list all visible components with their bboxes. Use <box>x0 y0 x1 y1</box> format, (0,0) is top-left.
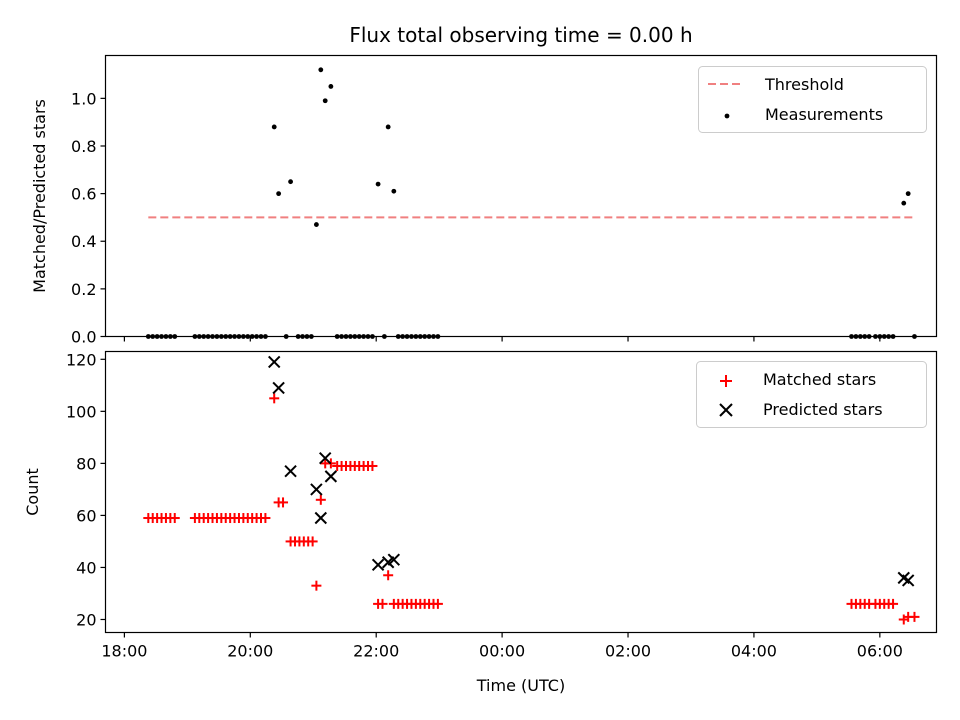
x-tick-label: 02:00 <box>605 642 651 661</box>
matched-star-point <box>383 570 394 581</box>
x-tick-label: 22:00 <box>353 642 399 661</box>
top-y-ticks: 0.0 0.2 0.4 0.6 0.8 1.0 <box>71 89 106 347</box>
legend-matched-swatch <box>720 375 732 387</box>
y-tick-label: 100 <box>66 402 97 421</box>
y-tick-label: 80 <box>76 454 96 473</box>
matched-star-point <box>432 598 443 609</box>
predicted-star-point <box>901 574 915 587</box>
bottom-y-axis-label: Count <box>23 468 42 516</box>
measurement-point <box>391 188 397 194</box>
bottom-y-ticks: 20 40 60 80 100 120 <box>66 350 106 629</box>
predicted-star-point <box>319 451 332 465</box>
y-tick-label: 0.8 <box>71 137 96 156</box>
matched-star-point <box>311 580 322 591</box>
x-tick-label: 04:00 <box>731 642 777 661</box>
matched-star-point <box>367 460 378 471</box>
legend-threshold-label: Threshold <box>764 75 844 94</box>
matched-star-point <box>278 497 289 508</box>
top-plot-area <box>145 67 917 339</box>
y-tick-label: 40 <box>76 558 96 577</box>
measurement-point <box>276 191 282 197</box>
y-tick-label: 0.6 <box>71 185 96 204</box>
bottom-legend: Matched stars Predicted stars <box>696 361 927 428</box>
top-legend: Threshold Measurements <box>698 66 927 133</box>
legend-measurements-label: Measurements <box>765 105 883 124</box>
bottom-plot-area <box>143 355 920 625</box>
legend-matched-label: Matched stars <box>763 370 876 389</box>
measurement-point <box>905 191 911 197</box>
predicted-star-point <box>324 470 338 483</box>
measurement-point <box>313 222 319 227</box>
matched-star-point <box>307 536 318 547</box>
matched-star-point <box>169 513 180 524</box>
y-tick-label: 60 <box>76 506 96 525</box>
x-tick-label: 18:00 <box>101 642 147 661</box>
legend-predicted-swatch <box>719 403 733 417</box>
matched-star-point <box>315 494 326 505</box>
y-tick-label: 0.4 <box>71 232 96 251</box>
measurement-point <box>322 98 328 104</box>
predicted-star-point <box>314 511 328 525</box>
matched-star-point <box>269 393 280 404</box>
predicted-star-point <box>371 558 385 572</box>
predicted-star-point <box>387 553 401 566</box>
measurement-point <box>901 200 907 206</box>
matched-star-point <box>377 598 388 609</box>
predicted-star-point <box>284 464 297 478</box>
measurement-point <box>288 179 293 185</box>
matched-star-point <box>888 598 899 609</box>
x-tick-label: 06:00 <box>857 642 903 661</box>
predicted-star-point <box>310 483 323 496</box>
legend-predicted-label: Predicted stars <box>763 400 883 419</box>
y-tick-label: 120 <box>66 350 97 369</box>
top-legend-frame <box>698 66 927 133</box>
measurement-point <box>375 181 381 187</box>
top-chart-title: Flux total observing time = 0.00 h <box>349 23 692 47</box>
bottom-plot-frame <box>104 350 938 634</box>
legend-measurements-swatch <box>724 113 730 119</box>
measurement-point <box>385 124 391 130</box>
matched-star-point <box>909 611 920 622</box>
y-tick-label: 0.0 <box>71 328 96 347</box>
bottom-x-ticks: 18:00 20:00 22:00 00:00 02:00 04:00 06:00 <box>101 632 903 661</box>
matched-star-point <box>260 513 271 524</box>
top-y-axis-label: Matched/Predicted stars <box>30 99 49 293</box>
x-tick-label: 20:00 <box>227 642 273 661</box>
x-tick-label: 00:00 <box>479 642 525 661</box>
top-plot-frame <box>104 54 938 338</box>
measurement-point <box>271 124 277 130</box>
bottom-x-axis-label: Time (UTC) <box>476 676 565 695</box>
predicted-star-point <box>272 381 285 395</box>
top-panel: Flux total observing time = 0.00 h 0.00.… <box>30 23 938 347</box>
measurement-point <box>328 84 334 89</box>
predicted-star-point <box>268 355 281 369</box>
y-tick-label: 0.2 <box>71 280 96 299</box>
y-tick-label: 20 <box>76 610 96 629</box>
y-tick-label: 1.0 <box>71 89 96 108</box>
top-x-ticks <box>123 336 881 342</box>
bottom-panel: 20 40 60 80 100 120 18:00 20:00 22:00 00:00 02:00… <box>23 350 938 695</box>
bottom-legend-frame <box>696 361 927 428</box>
measurement-point <box>318 67 324 73</box>
